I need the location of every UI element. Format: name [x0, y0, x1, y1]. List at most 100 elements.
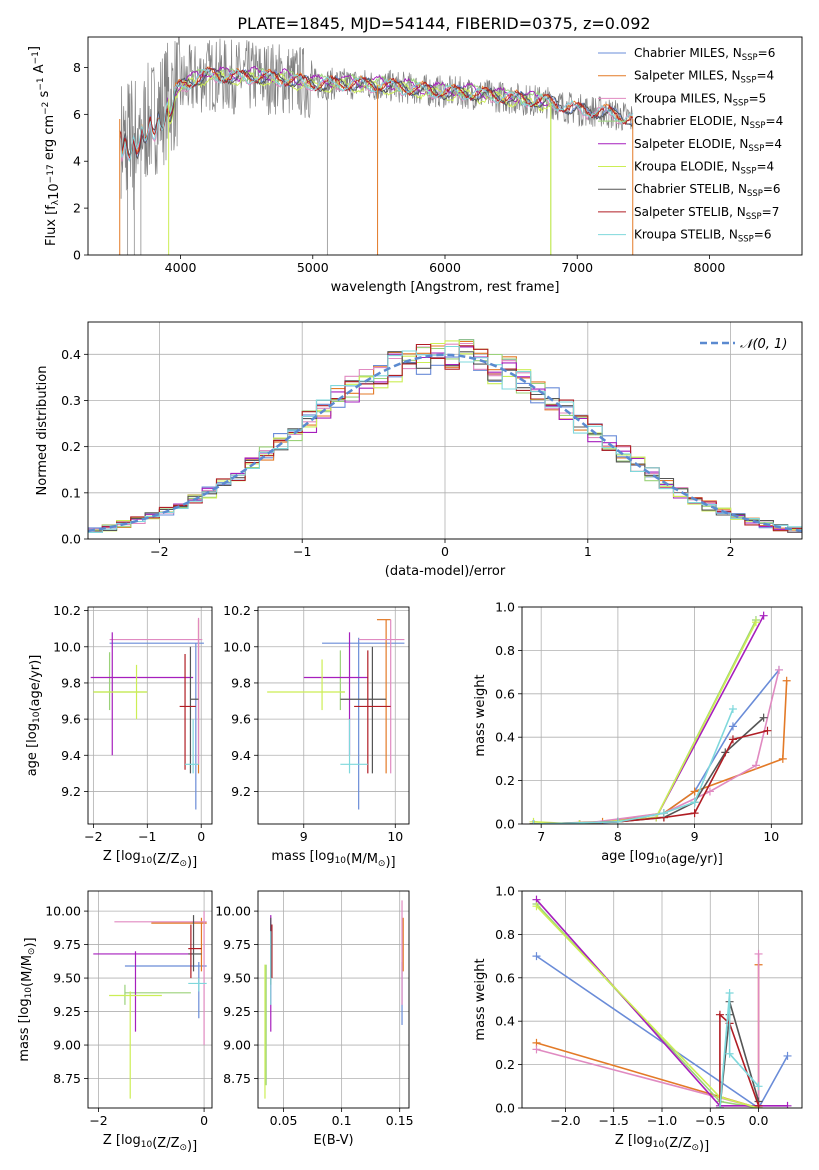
axes-frame [257, 606, 410, 825]
panel-age-vs-Z: −2 −1 0 9.2 9.4 9.6 9.8 10.0 10.2 Z [log10(Z/Z⊙)]… [25, 603, 213, 870]
gaussian-reference-curve [88, 353, 802, 533]
y-axis-label: mass [log10(M/M⊙)] [17, 937, 38, 1061]
x-tick-label: 0.1 [332, 1113, 352, 1128]
y-tick-label: 0.2 [495, 773, 515, 788]
weight-marker [754, 1082, 763, 1091]
y-tick-label: 9.8 [231, 675, 251, 690]
weight-marker [778, 754, 787, 763]
x-tick-label: −2.0 [550, 1113, 580, 1128]
y-tick-label: 9.2 [231, 784, 251, 799]
weight-marker [613, 817, 622, 824]
weight-marker [532, 902, 541, 911]
y-tick-label: 10.00 [45, 904, 81, 919]
x-axis-label: (data-model)/error [385, 564, 506, 579]
spectrum-model-line [119, 67, 634, 160]
legend-label: Salpeter MILES, NSSP=4 [634, 69, 774, 86]
spectrum-data-line [120, 37, 633, 211]
x-tick-label: 0 [197, 829, 205, 844]
y-axis-label: Normed distribution [35, 366, 50, 496]
panel-mass-vs-ebv: 0.05 0.1 0.15 8.75 9.00 9.25 9.50 9.75 10.00 E(B-… [215, 890, 414, 1148]
x-tick-label: 10 [763, 829, 779, 844]
weight-marker [715, 1010, 724, 1019]
y-tick-label: 0.3 [61, 393, 81, 408]
x-axis-label: Z [log10(Z/Z⊙)] [615, 1133, 709, 1154]
x-tick-label: 4000 [165, 260, 197, 275]
y-tick-label: 0.4 [495, 730, 515, 745]
weight-marker [751, 761, 760, 770]
axes-frame [87, 890, 213, 1109]
plot-area [93, 911, 207, 1099]
y-tick-label: 2 [73, 201, 81, 216]
x-tick-label: −1.5 [599, 1113, 629, 1128]
spectrum-model-line [166, 67, 551, 112]
legend-label: Chabrier ELODIE, NSSP=4 [634, 114, 783, 131]
y-axis-label: age [log10(age/yr)] [25, 655, 43, 777]
y-tick-label: 10.2 [223, 603, 251, 618]
y-tick-label: 9.8 [61, 675, 81, 690]
x-tick-label: 1 [584, 544, 592, 559]
residual-histogram [88, 340, 802, 532]
weight-marker [728, 735, 737, 744]
axes-frame [87, 606, 213, 825]
legend-label: Kroupa ELODIE, NSSP=4 [634, 160, 774, 177]
spectrum-model-line [119, 68, 634, 163]
y-tick-label: 0.2 [495, 1057, 515, 1072]
x-axis-label: Z [log10(Z/Z⊙)] [103, 1133, 197, 1154]
weight-line [533, 621, 757, 824]
x-axis-label: E(B-V) [313, 1133, 353, 1148]
plot-area [529, 611, 791, 824]
panel-residuals: −2 −1 0 1 2 0.0 0.1 0.2 0.3 0.4 (data-model)/error… [35, 321, 803, 579]
weight-marker [705, 787, 714, 796]
weight-line [719, 992, 760, 1108]
y-tick-label: 10.00 [215, 904, 251, 919]
y-tick-label: 0.4 [495, 1014, 515, 1029]
x-tick-label: 9 [691, 829, 699, 844]
weight-marker [690, 809, 699, 818]
x-tick-label: −1 [293, 544, 311, 559]
legend-label: Chabrier MILES, NSSP=6 [634, 46, 775, 63]
legend-label: Salpeter STELIB, NSSP=7 [634, 205, 779, 222]
legend-label: 𝒩(0, 1) [740, 337, 787, 352]
x-tick-label: 9 [300, 829, 308, 844]
y-tick-label: 0.4 [61, 347, 81, 362]
weight-marker [728, 704, 737, 713]
plot-area [90, 617, 204, 810]
x-tick-label: 7 [537, 829, 545, 844]
weight-line [533, 669, 780, 824]
plot-area [264, 900, 404, 1099]
panel-spectrum: 4000 5000 6000 7000 8000 0 2 4 6 8 wavelength [Ang… [27, 36, 803, 295]
y-axis-label: mass weight [473, 958, 488, 1040]
y-tick-label: 0 [73, 248, 81, 263]
y-tick-label: 8 [73, 60, 81, 75]
x-tick-label: −2 [150, 544, 168, 559]
x-tick-label: 0 [441, 544, 449, 559]
weight-marker [532, 952, 541, 961]
y-tick-label: 1.0 [495, 600, 515, 615]
x-tick-label: 5000 [297, 260, 329, 275]
weight-marker [529, 820, 538, 824]
weight-marker [783, 1051, 792, 1060]
y-tick-label: 9.50 [53, 971, 81, 986]
y-tick-label: 9.6 [231, 712, 251, 727]
x-tick-label: −2 [89, 1113, 107, 1128]
y-tick-label: 9.6 [61, 712, 81, 727]
weight-marker [659, 809, 668, 818]
y-tick-label: 9.4 [61, 748, 81, 763]
x-tick-label: 7000 [561, 260, 593, 275]
plot-area [119, 37, 634, 255]
y-tick-label: 0.0 [495, 817, 515, 832]
y-tick-label: 0.6 [495, 970, 515, 985]
x-tick-label: 0.0 [749, 1113, 769, 1128]
x-axis-label: Z [log10(Z/Z⊙)] [103, 849, 197, 870]
x-axis-label: mass [log10(M/M⊙)] [271, 849, 395, 870]
y-tick-label: 9.4 [231, 748, 251, 763]
x-tick-label: −0.5 [695, 1113, 725, 1128]
y-tick-label: 8.75 [223, 1071, 251, 1086]
y-tick-label: 9.75 [223, 937, 251, 952]
y-tick-label: 10.0 [223, 639, 251, 654]
weight-marker [751, 618, 760, 627]
plot-area [532, 895, 792, 1108]
y-tick-label: 0.1 [61, 485, 81, 500]
